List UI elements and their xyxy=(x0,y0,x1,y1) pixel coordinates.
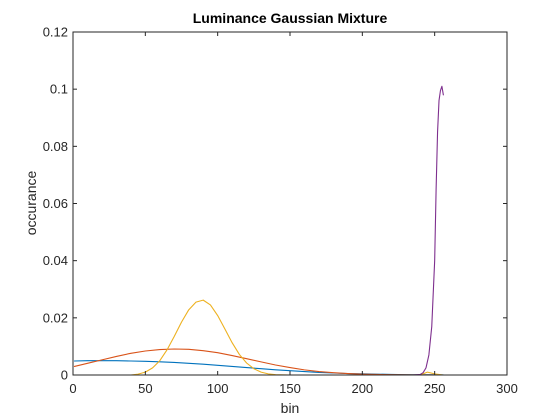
y-tick-label: 0.06 xyxy=(43,196,68,211)
y-tick-label: 0.08 xyxy=(43,139,68,154)
x-tick-label: 300 xyxy=(496,381,518,396)
x-tick-label: 50 xyxy=(138,381,152,396)
y-tick-label: 0.1 xyxy=(50,82,68,97)
plot-area xyxy=(73,32,507,375)
x-axis-label: bin xyxy=(281,400,300,416)
plot-box xyxy=(72,31,508,376)
chart-title: Luminance Gaussian Mixture xyxy=(193,10,388,26)
y-tick-label: 0.04 xyxy=(43,253,68,268)
x-tick-label: 100 xyxy=(207,381,229,396)
y-axis-label: occurance xyxy=(23,170,39,235)
y-tick-label: 0.12 xyxy=(43,25,68,40)
x-tick-label: 0 xyxy=(69,381,76,396)
y-tick-label: 0.02 xyxy=(43,310,68,325)
x-tick-label: 250 xyxy=(424,381,446,396)
x-tick-label: 200 xyxy=(351,381,373,396)
y-tick-label: 0 xyxy=(61,368,68,383)
x-tick-label: 150 xyxy=(279,381,301,396)
ticks-layer: 0 50 100 150 200 250 300 0 0.02 0.04 0.06 0.08 0.1 0.… xyxy=(43,25,518,397)
